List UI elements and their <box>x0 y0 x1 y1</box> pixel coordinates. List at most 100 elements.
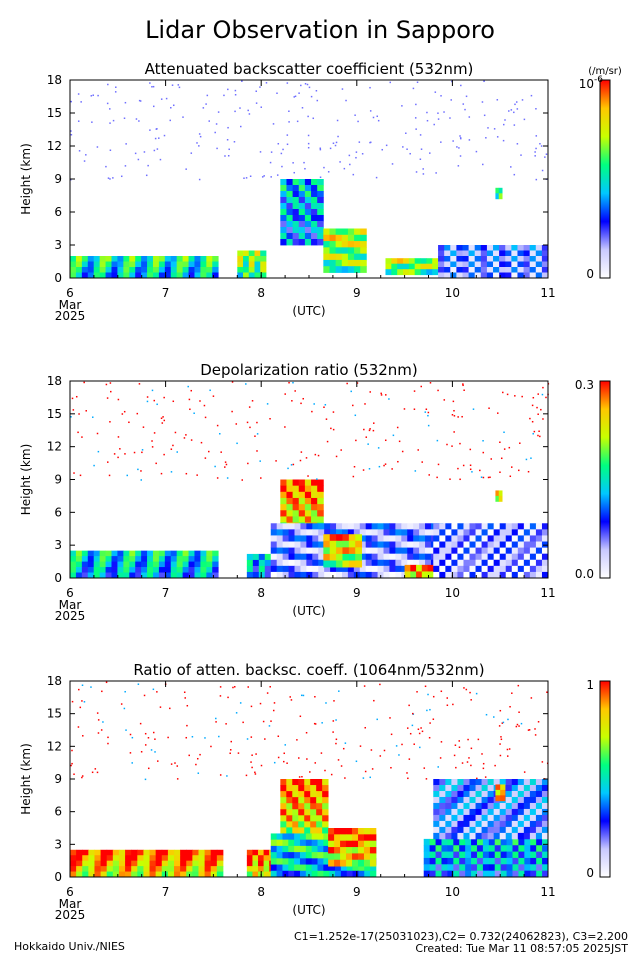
noise-point <box>138 383 141 385</box>
heatmap-cell <box>299 845 307 853</box>
heatmap-cell <box>263 871 270 878</box>
heatmap-cell <box>304 504 312 511</box>
x-tick-sublabel: Mar <box>59 298 82 312</box>
noise-point <box>236 442 238 445</box>
heatmap-cell <box>147 267 154 273</box>
heatmap-cell <box>377 547 384 555</box>
heatmap-cell <box>106 866 114 872</box>
noise-point <box>251 766 253 769</box>
noise-point <box>484 776 487 778</box>
heatmap-cell <box>117 556 124 562</box>
noise-point <box>219 686 222 688</box>
heatmap-cell <box>433 547 440 555</box>
heatmap-cell <box>500 784 506 791</box>
heatmap-cell <box>263 849 270 856</box>
heatmap-cell <box>200 572 207 579</box>
heatmap-cell <box>298 797 305 804</box>
heatmap-cell <box>87 561 95 568</box>
noise-point <box>369 141 371 144</box>
noise-point <box>129 752 132 754</box>
heatmap-cell <box>493 826 501 834</box>
heatmap-cell <box>137 860 144 867</box>
heatmap-cell <box>457 814 464 822</box>
heatmap-cell <box>359 535 367 542</box>
noise-point <box>315 90 318 92</box>
heatmap-cell <box>70 556 77 562</box>
noise-point <box>432 695 435 698</box>
noise-point <box>535 135 538 137</box>
heatmap-cell <box>481 784 489 792</box>
heatmap-cell <box>357 859 365 867</box>
noise-point <box>538 430 540 433</box>
noise-point <box>339 161 341 163</box>
noise-point <box>330 773 333 776</box>
x-axis-label: (UTC) <box>292 903 325 917</box>
noise-point <box>200 441 203 444</box>
heatmap-cell <box>469 535 476 542</box>
heatmap-cell <box>453 838 460 846</box>
heatmap-cell <box>212 567 219 573</box>
noise-point <box>237 752 240 754</box>
heatmap-cell <box>304 197 312 204</box>
heatmap-cell <box>476 870 484 878</box>
heatmap-cell <box>311 191 318 198</box>
noise-point <box>487 476 490 479</box>
heatmap-cell <box>377 541 384 548</box>
heatmap-cell <box>299 852 307 859</box>
noise-point <box>340 449 342 451</box>
noise-point <box>380 392 382 395</box>
noise-point <box>153 149 156 152</box>
heatmap-cell <box>348 553 356 561</box>
heatmap-cell <box>346 840 353 848</box>
heatmap-cell <box>311 209 318 216</box>
heatmap-cell <box>141 261 148 268</box>
heatmap-cell <box>292 803 299 810</box>
heatmap-cell <box>499 814 507 822</box>
heatmap-cell <box>471 845 478 852</box>
noise-point <box>185 168 187 170</box>
heatmap-cell <box>346 870 353 878</box>
heatmap-cell <box>487 814 495 822</box>
heatmap-cell <box>311 485 318 493</box>
noise-point <box>376 718 378 721</box>
heatmap-cell <box>298 479 306 487</box>
heatmap-cell <box>292 239 300 246</box>
heatmap-cell <box>523 523 531 530</box>
heatmap-cell <box>280 504 287 511</box>
noise-point <box>452 400 455 403</box>
noise-point <box>114 91 117 93</box>
noise-point <box>81 436 83 438</box>
heatmap-cell <box>529 553 537 561</box>
noise-point <box>234 110 236 113</box>
heatmap-cell <box>451 826 458 834</box>
noise-point <box>216 147 218 150</box>
heatmap-cell <box>260 256 267 262</box>
heatmap-cell <box>158 556 166 562</box>
heatmap-cell <box>194 572 201 579</box>
noise-point <box>406 727 409 729</box>
heatmap-cell <box>463 832 470 840</box>
panel-title: Ratio of atten. backsc. coeff. (1064nm/5… <box>133 661 484 679</box>
heatmap-cell <box>493 808 501 816</box>
heatmap-cell <box>444 272 451 279</box>
noise-point <box>245 177 248 179</box>
noise-point <box>371 768 374 770</box>
heatmap-cell <box>481 802 489 810</box>
heatmap-cell <box>450 250 457 257</box>
noise-point <box>191 735 194 738</box>
heatmap-cell <box>359 559 367 567</box>
heatmap-cell <box>462 261 469 268</box>
heatmap-cell <box>280 479 287 487</box>
noise-point <box>235 423 238 425</box>
heatmap-cell <box>505 826 513 834</box>
heatmap-cell <box>118 860 126 867</box>
heatmap-cell <box>438 272 445 279</box>
heatmap-cell <box>294 559 301 567</box>
heatmap-cell <box>463 826 470 834</box>
heatmap-cell <box>498 495 503 502</box>
heatmap-cell <box>408 258 416 265</box>
noise-point <box>534 728 536 730</box>
heatmap-cell <box>500 845 507 852</box>
noise-point <box>518 469 520 472</box>
heatmap-cell <box>401 565 408 573</box>
